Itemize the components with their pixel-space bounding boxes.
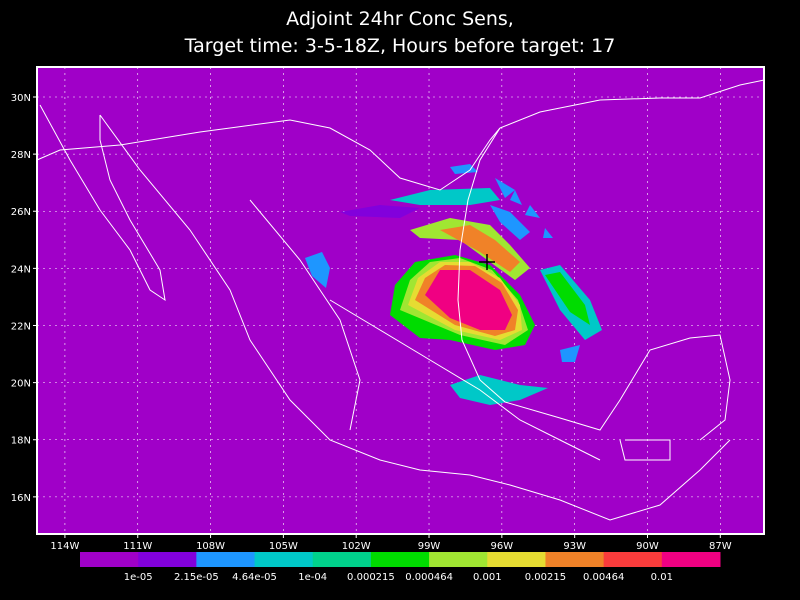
contour [450, 164, 478, 174]
coastline [499, 79, 765, 129]
x-tick-label: 102W [342, 541, 371, 552]
colorbar-swatch [603, 552, 663, 567]
sensitivity-field [305, 164, 602, 405]
subtitle: Target time: 3-5-18Z, Hours before targe… [184, 35, 616, 57]
coastline [457, 127, 731, 441]
colorbar-label: 4.64e-05 [232, 572, 277, 583]
x-tick-label: 90W [636, 541, 659, 552]
colorbar-swatch [138, 552, 197, 567]
y-tick-label: 18N [11, 436, 31, 447]
contour [450, 375, 548, 405]
contour [440, 225, 520, 272]
state-border [249, 199, 361, 431]
colorbar-label: 2.15e-05 [174, 572, 219, 583]
y-tick-label: 22N [11, 321, 31, 332]
colorbar-swatch [545, 552, 605, 567]
contour [425, 270, 512, 330]
contour [545, 272, 590, 325]
contour [543, 228, 553, 238]
contour [390, 188, 500, 205]
contour [495, 178, 515, 198]
grid [37, 67, 764, 534]
target-marker [479, 254, 495, 270]
x-tick-label: 96W [491, 541, 514, 552]
x-tick-label: 93W [563, 541, 586, 552]
colorbar-label: 1e-04 [298, 572, 327, 583]
border [36, 119, 501, 191]
colorbar-swatch [487, 552, 546, 567]
colorbar-label: 0.000215 [347, 572, 395, 583]
colorbar-swatch [370, 552, 430, 567]
map-frame [36, 66, 765, 535]
colorbar-label: 1e-05 [124, 572, 153, 583]
ticks: 114W 111W 108W 105W 102W 99W 96W 93W 90W 87W 16N 18… [11, 93, 732, 552]
contour [305, 252, 330, 288]
colorbar-swatch [661, 552, 721, 567]
colorbar-swatch [254, 552, 314, 567]
colorbar: 1e-05 2.15e-05 4.64e-05 1e-04 0.000215 0.0004… [80, 552, 721, 583]
colorbar-label: 0.001 [473, 572, 502, 583]
state-border [329, 299, 601, 461]
colorbar-label: 0.01 [651, 572, 673, 583]
contour [560, 345, 580, 362]
y-tick-label: 26N [11, 207, 31, 218]
x-tick-label: 114W [50, 541, 79, 552]
contour [340, 205, 420, 218]
y-tick-label: 30N [11, 93, 31, 104]
y-tick-label: 28N [11, 150, 31, 161]
y-tick-label: 24N [11, 264, 31, 275]
border [619, 439, 671, 461]
colorbar-label: 0.00215 [525, 572, 566, 583]
colorbar-swatch [80, 552, 139, 567]
contour [510, 190, 522, 205]
y-tick-label: 16N [11, 493, 31, 504]
y-tick-label: 20N [11, 379, 31, 390]
title: Adjoint 24hr Conc Sens, [286, 8, 514, 30]
x-tick-label: 87W [709, 541, 732, 552]
x-tick-label: 99W [418, 541, 441, 552]
coastline [39, 104, 166, 302]
colorbar-label: 0.000464 [405, 572, 453, 583]
colorbar-swatch [312, 552, 372, 567]
colorbar-swatch [429, 552, 488, 567]
coastline [99, 114, 731, 521]
colorbar-swatch [196, 552, 256, 567]
contour [490, 205, 530, 240]
colorbar-label: 0.00464 [583, 572, 624, 583]
x-tick-label: 105W [269, 541, 298, 552]
contour [525, 205, 540, 218]
x-tick-label: 111W [123, 541, 152, 552]
x-tick-label: 108W [196, 541, 225, 552]
coastlines [36, 79, 765, 521]
